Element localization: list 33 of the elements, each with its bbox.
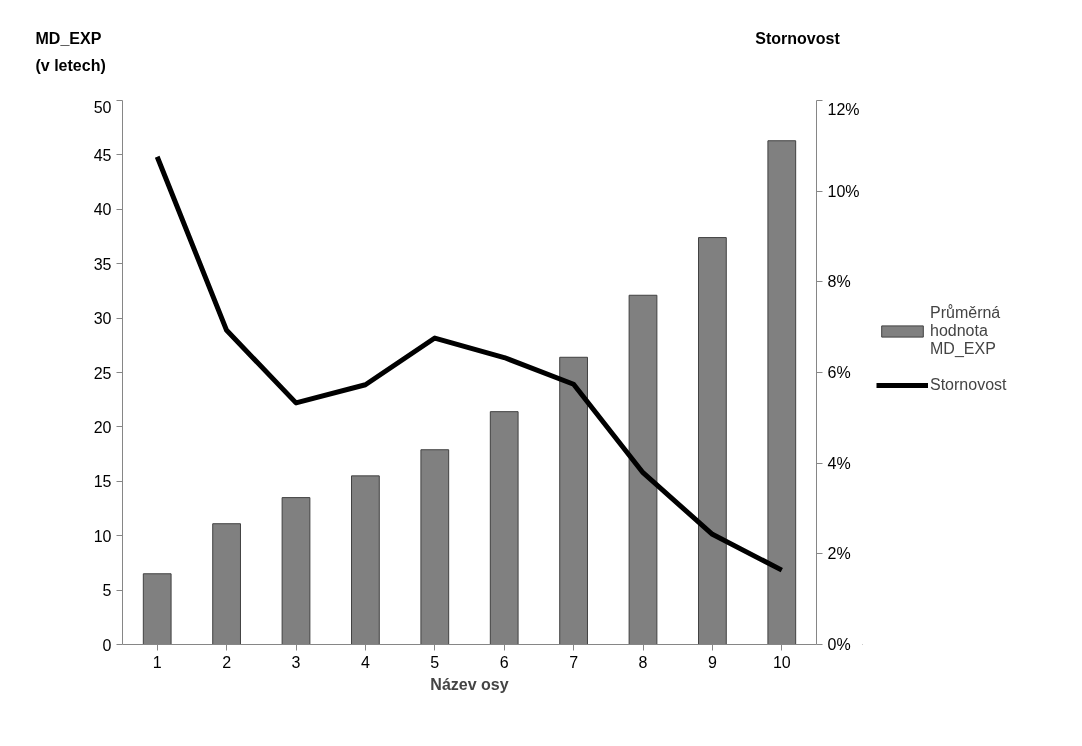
x-tick-label: 5 [430, 653, 440, 671]
x-tick-label: 4 [360, 653, 370, 671]
y-tick-label: 20 [93, 418, 112, 436]
y-tick-label: 0 [102, 636, 112, 654]
y2-tick-label: 10% [827, 182, 860, 200]
y-tick-label: 35 [93, 255, 112, 273]
y-tick-label: 30 [93, 310, 112, 328]
y-tick-label: 45 [93, 146, 112, 164]
x-tick-label: 8 [638, 653, 648, 671]
x-tick-label: 9 [707, 653, 717, 671]
y2-tick-label: 4% [827, 454, 851, 472]
y-tick-label: 50 [93, 98, 112, 116]
x-tick-label: 10 [772, 653, 791, 671]
y2-axis-title: Stornovost [755, 30, 841, 47]
y2-tick-label: 0% [827, 636, 851, 653]
y2-tick-label: 8% [827, 273, 851, 291]
y2-tick-label: 6% [827, 364, 851, 381]
x-tick-label: 6 [499, 653, 509, 671]
x-tick-label: 3 [291, 653, 301, 671]
legend-label: Stornovost [930, 376, 1007, 394]
y2-tick-label: 2% [827, 545, 851, 563]
legend-label: Průměrná hodnota MD_EXP [930, 304, 1001, 358]
y-tick-label: 15 [93, 473, 112, 491]
x-tick-label: 1 [152, 653, 162, 671]
y-tick-label: 10 [93, 527, 112, 545]
y2-tick-label: 12% [827, 100, 860, 118]
x-axis-title: Název osy [430, 675, 509, 693]
y-tick-label: 5 [102, 582, 112, 600]
x-tick-label: 7 [569, 653, 579, 671]
x-tick-label: 2 [222, 653, 232, 671]
y-tick-label: 25 [93, 364, 112, 382]
y-axis-title: MD_EXP (v letech) [35, 30, 106, 74]
y-tick-label: 40 [93, 201, 112, 219]
